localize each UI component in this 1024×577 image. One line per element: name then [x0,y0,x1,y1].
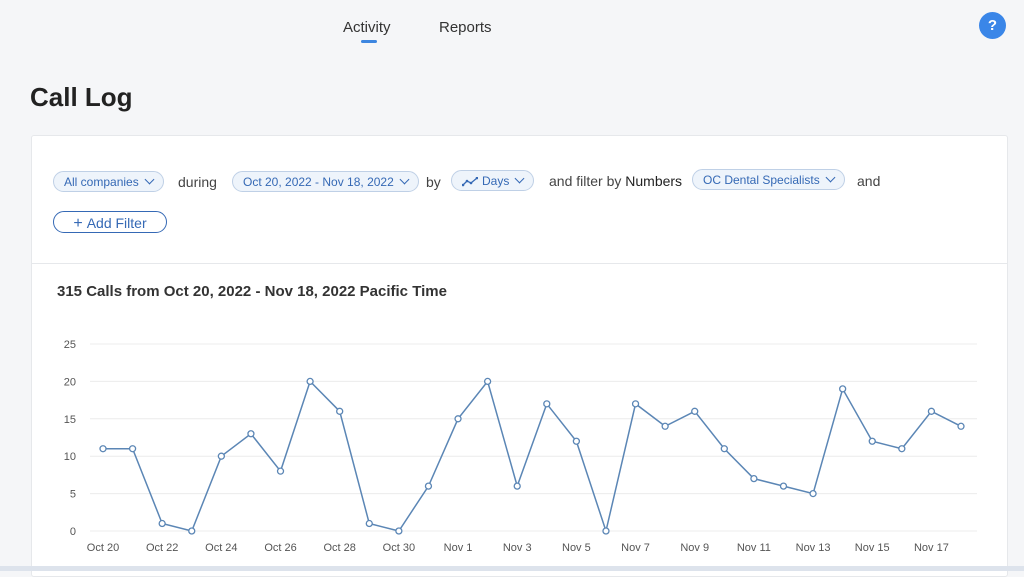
help-icon: ? [987,17,998,34]
x-tick-label: Nov 7 [621,542,650,554]
data-point [750,474,758,483]
company-select[interactable]: All companies [53,171,164,192]
data-point [691,407,699,415]
data-point [217,452,225,460]
x-tick-label: Oct 20 [87,542,119,554]
x-tick-label: Oct 28 [323,542,355,554]
data-point [188,527,196,535]
x-tick-label: Nov 13 [796,542,831,554]
call-log-card: All companies during Oct 20, 2022 - Nov … [31,135,1008,577]
during-label: during [178,174,217,190]
data-point [99,445,107,453]
data-point [158,519,166,528]
data-point [276,467,285,475]
x-tick-label: Nov 3 [503,542,532,554]
data-point [424,482,433,490]
filter-by-label: and filter by Numbers [549,173,682,189]
number-select-label: OC Dental Specialists [703,173,820,187]
add-filter-button[interactable]: + Add Filter [53,211,167,233]
data-point [839,385,847,393]
chart-title: 315 Calls from Oct 20, 2022 - Nov 18, 20… [57,283,447,300]
plus-icon: + [73,215,83,232]
calls-line-chart: 0 5 10 15 20 25 Oct 20 Oct 22 Oct 24 Oct 26 Oct 28… [64,339,977,554]
data-point [247,430,255,438]
data-point [365,519,373,528]
granularity-select[interactable]: Days [451,170,535,191]
date-range-select[interactable]: Oct 20, 2022 - Nov 18, 2022 [232,171,419,192]
data-point [483,377,492,386]
data-point [395,527,403,535]
data-point [513,482,521,490]
data-point [957,422,965,430]
line-chart-icon [461,176,479,187]
data-point [898,445,906,453]
x-tick-label: Nov 1 [444,542,473,554]
tab-activity[interactable]: Activity [343,19,391,36]
data-point [128,445,137,453]
numbers-text: Numbers [625,173,683,189]
y-tick-label: 15 [64,414,76,426]
data-point [720,445,728,453]
tab-reports[interactable]: Reports [439,19,492,36]
granularity-label: Days [482,174,510,188]
x-tick-label: Nov 11 [737,542,771,554]
data-point [809,489,817,498]
add-filter-label: Add Filter [86,215,147,231]
data-point [602,527,610,535]
data-point [336,407,344,415]
y-tick-label: 0 [70,526,76,538]
data-point [572,437,581,445]
company-select-label: All companies [64,175,139,189]
series-line [103,379,962,534]
help-button[interactable]: ? [979,12,1006,39]
x-tick-label: Nov 5 [562,542,591,554]
data-point [306,377,314,386]
and-label: and [857,173,881,189]
data-point [927,407,936,415]
x-tick-label: Oct 24 [205,542,237,554]
page-title: Call Log [30,82,133,112]
number-select[interactable]: OC Dental Specialists [692,169,845,190]
bottom-scrollbar [0,566,1024,571]
filter-bar: All companies during Oct 20, 2022 - Nov … [32,136,1007,264]
x-tick-label: Nov 17 [914,542,949,554]
filter-by-text: and filter by [549,173,622,189]
date-range-label: Oct 20, 2022 - Nov 18, 2022 [243,175,394,189]
data-point [661,422,669,430]
data-point [779,482,788,490]
data-point [631,400,640,408]
x-tick-label: Nov 15 [855,542,890,554]
y-tick-label: 10 [64,451,76,463]
x-tick-label: Oct 30 [383,542,415,554]
y-tick-label: 25 [64,339,76,351]
y-tick-label: 5 [70,489,76,501]
x-tick-label: Oct 26 [264,542,296,554]
data-point [868,437,876,445]
by-label: by [426,174,441,190]
data-point [454,415,462,423]
x-tick-label: Nov 9 [680,542,709,554]
x-tick-label: Oct 22 [146,542,178,554]
data-point [543,400,551,408]
y-tick-label: 20 [64,376,76,388]
top-nav: Activity Reports ? [0,0,1024,52]
active-tab-indicator [361,40,377,43]
